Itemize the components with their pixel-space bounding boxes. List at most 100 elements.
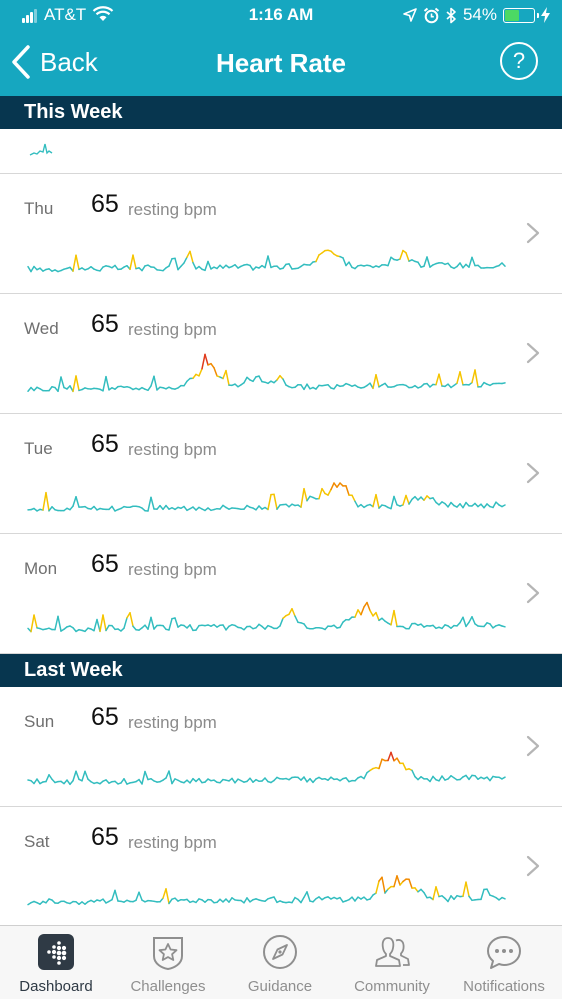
sparkline-segment bbox=[28, 267, 31, 272]
chevron-right-icon bbox=[526, 735, 540, 757]
sparkline-segment bbox=[355, 501, 358, 506]
sparkline-segment bbox=[136, 892, 139, 900]
sparkline-segment bbox=[259, 376, 262, 382]
sparkline-segment bbox=[190, 625, 193, 630]
day-label: Sat bbox=[24, 832, 50, 852]
sparkline-segment bbox=[112, 890, 115, 899]
tab-dashboard[interactable]: Dashboard bbox=[0, 926, 112, 1000]
sparkline-segment bbox=[148, 497, 151, 511]
sparkline-segment bbox=[340, 622, 343, 627]
tab-guidance[interactable]: Guidance bbox=[224, 926, 336, 1000]
sparkline-segment bbox=[391, 611, 394, 625]
tab-notifications[interactable]: Notifications bbox=[448, 926, 560, 1000]
sparkline-segment bbox=[343, 258, 346, 266]
sparkline-segment bbox=[169, 259, 172, 266]
sparkline-segment bbox=[427, 257, 430, 267]
sparkline-segment bbox=[430, 776, 433, 781]
sparkline-segment bbox=[439, 776, 442, 781]
sparkline-segment bbox=[406, 253, 409, 261]
sparkline-segment bbox=[409, 499, 412, 504]
sparkline-segment bbox=[205, 354, 208, 365]
sparkline-segment bbox=[304, 384, 307, 389]
heart-rate-sparkline bbox=[28, 745, 506, 795]
sparkline-segment bbox=[142, 772, 145, 784]
list-item-partial[interactable] bbox=[0, 129, 562, 174]
sparkline-segment bbox=[37, 779, 40, 783]
sparkline-segment bbox=[463, 882, 466, 896]
sparkline-segment bbox=[148, 617, 151, 629]
sparkline-segment bbox=[130, 613, 133, 626]
sparkline-segment bbox=[67, 780, 70, 784]
sparkline-segment bbox=[280, 618, 283, 626]
sparkline-segment bbox=[448, 503, 451, 507]
sparkline-segment bbox=[319, 489, 322, 499]
sparkline-segment bbox=[346, 486, 349, 495]
chevron-right-icon bbox=[526, 342, 540, 364]
sparkline-segment bbox=[424, 893, 427, 898]
sparkline-segment bbox=[76, 771, 79, 779]
sparkline-segment bbox=[202, 354, 205, 368]
sparkline-segment bbox=[394, 611, 397, 627]
sparkline-segment bbox=[112, 506, 115, 511]
sparkline-segment bbox=[502, 505, 505, 507]
sparkline-segment bbox=[193, 263, 196, 269]
sparkline-segment bbox=[301, 897, 304, 902]
sparkline-segment bbox=[352, 495, 355, 501]
sparkline-segment bbox=[142, 266, 145, 271]
sparkline-segment bbox=[382, 877, 385, 893]
navigation-bar: Back Heart Rate ? bbox=[0, 32, 562, 96]
resting-bpm-value: 65 bbox=[91, 823, 119, 852]
sparkline-segment bbox=[502, 898, 505, 899]
chevron-right-icon bbox=[526, 222, 540, 244]
tab-community[interactable]: Community bbox=[336, 926, 448, 1000]
sparkline-segment bbox=[379, 759, 382, 768]
sparkline-segment bbox=[391, 752, 394, 760]
help-button[interactable]: ? bbox=[500, 42, 538, 80]
sparkline-segment bbox=[124, 779, 127, 784]
sparkline-segment bbox=[205, 261, 208, 270]
sparkline-segment bbox=[463, 503, 466, 508]
heart-rate-sparkline bbox=[28, 139, 58, 161]
charging-bolt-icon bbox=[541, 7, 550, 23]
sparkline-segment bbox=[46, 493, 49, 511]
sparkline-segment bbox=[457, 372, 460, 383]
sparkline-segment bbox=[58, 616, 61, 631]
sparkline-segment bbox=[175, 258, 178, 269]
resting-bpm-value: 65 bbox=[91, 703, 119, 732]
page-title: Heart Rate bbox=[0, 48, 562, 79]
sparkline-segment bbox=[334, 385, 337, 389]
sparkline-segment bbox=[373, 495, 376, 507]
sparkline-segment bbox=[94, 620, 97, 631]
sparkline-segment bbox=[466, 622, 469, 626]
resting-bpm-value: 65 bbox=[91, 430, 119, 459]
sparkline-segment bbox=[151, 617, 154, 629]
heart-rate-sparkline bbox=[28, 592, 506, 642]
sparkline-segment bbox=[355, 610, 358, 617]
sparkline-segment bbox=[82, 771, 85, 780]
sparkline-segment bbox=[337, 483, 340, 487]
sparkline-segment bbox=[73, 771, 76, 780]
tab-label: Dashboard bbox=[0, 978, 112, 995]
sparkline-segment bbox=[139, 892, 142, 900]
sparkline-segment bbox=[439, 374, 442, 386]
tab-challenges[interactable]: Challenges bbox=[112, 926, 224, 1000]
chevron-right-icon bbox=[526, 582, 540, 604]
sparkline-segment bbox=[391, 496, 394, 508]
sparkline-segment bbox=[403, 495, 406, 504]
sparkline-segment bbox=[463, 617, 466, 626]
sparkline-segment bbox=[169, 619, 172, 630]
sparkline-segment bbox=[274, 897, 277, 902]
battery-icon bbox=[503, 8, 535, 23]
location-icon bbox=[403, 8, 417, 22]
sparkline-segment bbox=[412, 770, 415, 776]
sparkline-segment bbox=[199, 779, 202, 783]
sparkline-segment bbox=[190, 251, 193, 262]
resting-bpm-unit: resting bpm bbox=[128, 200, 217, 220]
sparkline-segment bbox=[148, 386, 151, 390]
